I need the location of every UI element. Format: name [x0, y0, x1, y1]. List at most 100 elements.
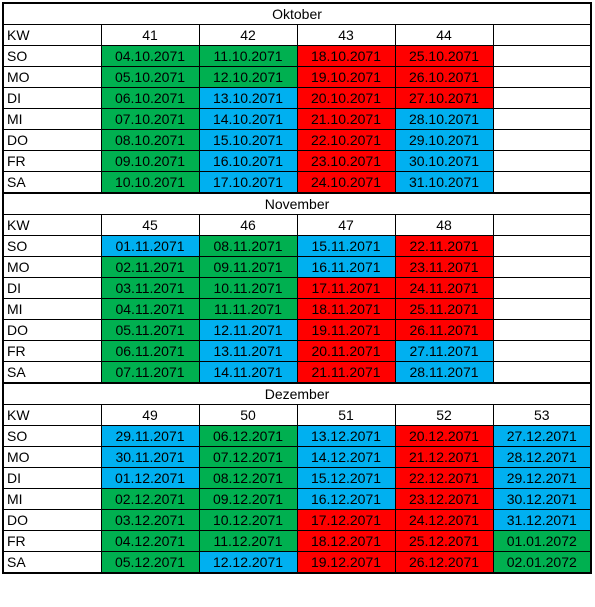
date-cell: 29.12.2071: [492, 467, 592, 489]
empty-cell: [492, 298, 592, 320]
date-cell: 19.11.2071: [296, 319, 396, 341]
day-label: MO: [2, 446, 102, 468]
date-cell: 13.12.2071: [296, 425, 396, 447]
date-cell: 02.01.2072: [492, 551, 592, 574]
empty-cell: [492, 214, 592, 236]
date-cell: 31.10.2071: [394, 171, 494, 194]
day-row: SA 10.10.2071 17.10.2071 24.10.2071 31.10.20…: [2, 171, 592, 194]
day-row: DI 03.11.2071 10.11.2071 17.11.2071 24.11.20…: [2, 277, 592, 299]
day-row: DO 03.12.2071 10.12.2071 17.12.2071 24.12.20…: [2, 509, 592, 531]
date-cell: 20.11.2071: [296, 340, 396, 362]
date-cell: 09.10.2071: [100, 150, 200, 172]
date-cell: 23.12.2071: [394, 488, 494, 510]
week-number: 53: [492, 404, 592, 426]
date-cell: 08.11.2071: [198, 235, 298, 257]
day-row: FR 06.11.2071 13.11.2071 20.11.2071 27.11.20…: [2, 340, 592, 362]
week-number: 51: [296, 404, 396, 426]
date-cell: 25.12.2071: [394, 530, 494, 552]
date-cell: 28.12.2071: [492, 446, 592, 468]
date-cell: 04.10.2071: [100, 45, 200, 67]
date-cell: 02.12.2071: [100, 488, 200, 510]
date-cell: 07.10.2071: [100, 108, 200, 130]
empty-cell: [492, 66, 592, 88]
day-row: DI 01.12.2071 08.12.2071 15.12.2071 22.12.20…: [2, 467, 592, 489]
date-cell: 11.11.2071: [198, 298, 298, 320]
week-number: 47: [296, 214, 396, 236]
day-label: SO: [2, 235, 102, 257]
date-cell: 22.11.2071: [394, 235, 494, 257]
calendar-body: Oktober KW 41 42 43 44 SO 04.10.2071 11.10.2071 1…: [2, 2, 592, 574]
date-cell: 18.12.2071: [296, 530, 396, 552]
date-cell: 18.11.2071: [296, 298, 396, 320]
date-cell: 30.11.2071: [100, 446, 200, 468]
week-number: 50: [198, 404, 298, 426]
date-cell: 21.10.2071: [296, 108, 396, 130]
week-label: KW: [2, 404, 102, 426]
day-label: FR: [2, 150, 102, 172]
empty-cell: [492, 45, 592, 67]
week-number: 45: [100, 214, 200, 236]
day-label: SO: [2, 45, 102, 67]
date-cell: 26.11.2071: [394, 319, 494, 341]
date-cell: 22.12.2071: [394, 467, 494, 489]
date-cell: 04.12.2071: [100, 530, 200, 552]
day-row: SO 29.11.2071 06.12.2071 13.12.2071 20.12.20…: [2, 425, 592, 447]
day-label: FR: [2, 530, 102, 552]
date-cell: 26.12.2071: [394, 551, 494, 574]
date-cell: 25.11.2071: [394, 298, 494, 320]
date-cell: 20.10.2071: [296, 87, 396, 109]
date-cell: 06.12.2071: [198, 425, 298, 447]
date-cell: 01.01.2072: [492, 530, 592, 552]
date-cell: 17.10.2071: [198, 171, 298, 194]
date-cell: 15.12.2071: [296, 467, 396, 489]
date-cell: 12.11.2071: [198, 319, 298, 341]
date-cell: 28.10.2071: [394, 108, 494, 130]
date-cell: 24.10.2071: [296, 171, 396, 194]
empty-cell: [492, 361, 592, 384]
date-cell: 29.11.2071: [100, 425, 200, 447]
month-title-row: Oktober: [2, 2, 592, 25]
day-row: SO 01.11.2071 08.11.2071 15.11.2071 22.11.20…: [2, 235, 592, 257]
week-row: KW 49 50 51 52 53: [2, 404, 592, 426]
date-cell: 01.11.2071: [100, 235, 200, 257]
month-title-row: Dezember: [2, 382, 592, 405]
day-label: DO: [2, 129, 102, 151]
day-row: DO 05.11.2071 12.11.2071 19.11.2071 26.11.20…: [2, 319, 592, 341]
week-number: 44: [394, 24, 494, 46]
week-row: KW 41 42 43 44: [2, 24, 592, 46]
day-label: MO: [2, 256, 102, 278]
day-row: FR 09.10.2071 16.10.2071 23.10.2071 30.10.20…: [2, 150, 592, 172]
empty-cell: [492, 277, 592, 299]
date-cell: 10.10.2071: [100, 171, 200, 194]
week-number: 42: [198, 24, 298, 46]
day-row: MI 04.11.2071 11.11.2071 18.11.2071 25.11.20…: [2, 298, 592, 320]
day-row: MI 02.12.2071 09.12.2071 16.12.2071 23.12.20…: [2, 488, 592, 510]
empty-cell: [492, 108, 592, 130]
month-title: Oktober: [2, 2, 592, 25]
date-cell: 04.11.2071: [100, 298, 200, 320]
date-cell: 15.11.2071: [296, 235, 396, 257]
date-cell: 27.10.2071: [394, 87, 494, 109]
date-cell: 30.10.2071: [394, 150, 494, 172]
day-row: DI 06.10.2071 13.10.2071 20.10.2071 27.10.20…: [2, 87, 592, 109]
day-row: MO 30.11.2071 07.12.2071 14.12.2071 21.12.20…: [2, 446, 592, 468]
date-cell: 26.10.2071: [394, 66, 494, 88]
date-cell: 23.11.2071: [394, 256, 494, 278]
date-cell: 03.12.2071: [100, 509, 200, 531]
date-cell: 24.12.2071: [394, 509, 494, 531]
date-cell: 29.10.2071: [394, 129, 494, 151]
date-cell: 13.10.2071: [198, 87, 298, 109]
empty-cell: [492, 256, 592, 278]
date-cell: 13.11.2071: [198, 340, 298, 362]
week-number: 41: [100, 24, 200, 46]
date-cell: 07.11.2071: [100, 361, 200, 384]
date-cell: 15.10.2071: [198, 129, 298, 151]
date-cell: 19.10.2071: [296, 66, 396, 88]
date-cell: 20.12.2071: [394, 425, 494, 447]
date-cell: 24.11.2071: [394, 277, 494, 299]
day-label: DI: [2, 467, 102, 489]
week-label: KW: [2, 214, 102, 236]
date-cell: 17.11.2071: [296, 277, 396, 299]
date-cell: 27.12.2071: [492, 425, 592, 447]
